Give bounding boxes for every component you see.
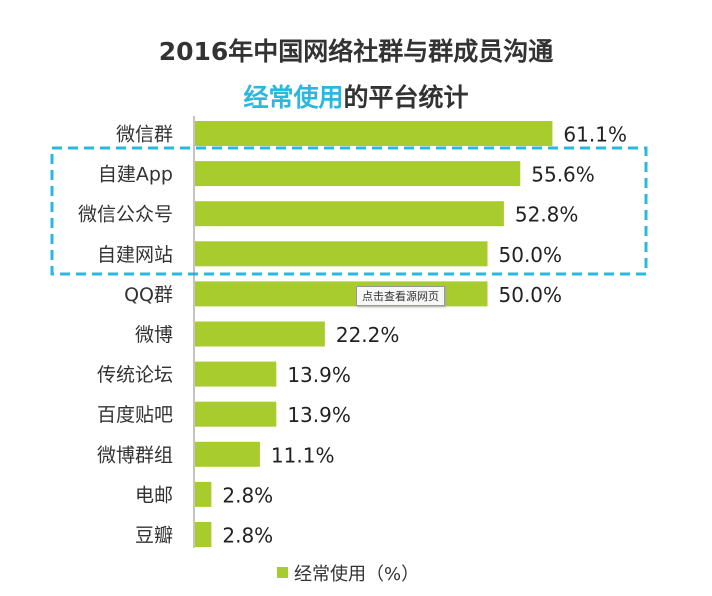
category-label: 自建网站 [97, 244, 173, 266]
legend: 经常使用（%） [277, 564, 419, 585]
category-label: 微信公众号 [78, 204, 173, 226]
value-label: 11.1% [271, 443, 335, 467]
legend-label: 经常使用（%） [294, 564, 419, 585]
value-label: 13.9% [287, 403, 351, 427]
category-label: 微信群 [116, 124, 173, 146]
bar [195, 161, 521, 187]
value-label: 2.8% [222, 524, 273, 548]
bar [195, 361, 277, 387]
view-source-tooltip[interactable]: 点击查看源网页 [356, 286, 445, 306]
category-label: 豆瓣 [135, 525, 173, 547]
legend-swatch [277, 567, 288, 578]
bar [195, 441, 260, 467]
category-label: 微博群组 [97, 444, 173, 466]
highlight-dashed-box [50, 146, 648, 276]
value-label: 50.0% [499, 243, 563, 267]
category-label: 自建App [98, 164, 173, 186]
category-label: 百度贴吧 [97, 404, 173, 426]
bar [195, 481, 212, 507]
value-label: 55.6% [531, 163, 595, 187]
category-label: 电邮 [135, 484, 173, 506]
chart-title-line2: 经常使用的平台统计 [0, 78, 712, 114]
title-rest: 的平台统计 [343, 83, 469, 112]
bar [195, 241, 488, 267]
value-label: 2.8% [222, 483, 273, 507]
bar [195, 321, 325, 347]
value-label: 52.8% [515, 203, 579, 227]
value-label: 50.0% [499, 283, 563, 307]
title-highlight: 经常使用 [243, 83, 344, 112]
bar [195, 121, 553, 146]
category-label: 微博 [135, 324, 173, 346]
bar [195, 201, 504, 227]
bar [195, 522, 212, 547]
value-label: 22.2% [336, 323, 400, 347]
bar [195, 401, 277, 427]
value-label: 61.1% [563, 123, 627, 147]
value-label: 13.9% [287, 363, 351, 387]
category-label: 传统论坛 [97, 364, 173, 386]
category-label: QQ群 [124, 284, 173, 306]
chart-title-line1: 2016年中国网络社群与群成员沟通 [158, 37, 554, 66]
